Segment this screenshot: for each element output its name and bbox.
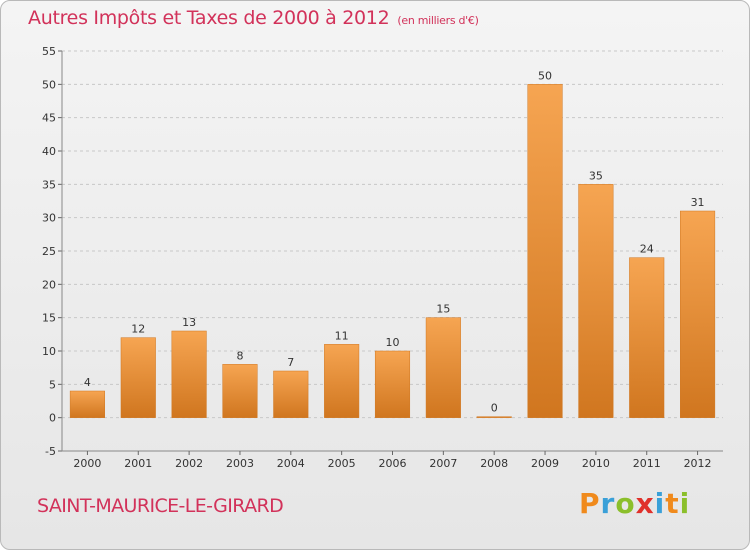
value-label-2000: 4 xyxy=(84,376,91,389)
bar-2001 xyxy=(120,337,156,418)
x-tick-label-2002: 2002 xyxy=(175,457,203,470)
y-tick-label: 50 xyxy=(42,78,56,91)
bar-2012 xyxy=(680,210,716,418)
bar-2005 xyxy=(324,344,360,418)
y-tick-label: -5 xyxy=(45,445,56,458)
value-label-2003: 8 xyxy=(236,349,243,362)
value-label-2009: 50 xyxy=(538,69,552,82)
x-tick-label-2006: 2006 xyxy=(379,457,407,470)
x-tick-label-2011: 2011 xyxy=(633,457,661,470)
y-tick-label: 0 xyxy=(49,412,56,425)
x-tick-label-2012: 2012 xyxy=(684,457,712,470)
chart-title-text: Autres Impôts et Taxes de 2000 à 2012 xyxy=(28,7,390,29)
x-tick-label-2009: 2009 xyxy=(531,457,559,470)
x-tick-label-2007: 2007 xyxy=(429,457,457,470)
y-tick-label: 45 xyxy=(42,112,56,125)
value-label-2002: 13 xyxy=(182,316,196,329)
x-tick-label-2003: 2003 xyxy=(226,457,254,470)
bar-2011 xyxy=(629,257,665,418)
y-tick-labels: -5 0 5 10 15 20 25 30 35 40 45 50 55 xyxy=(42,45,56,458)
bar-2008 xyxy=(476,416,512,418)
brand-letter: x xyxy=(635,487,655,520)
bar-2003 xyxy=(222,364,258,418)
y-tick-label: 20 xyxy=(42,278,56,291)
value-label-2007: 15 xyxy=(436,303,450,316)
bar-2007 xyxy=(425,317,461,418)
y-tick-label: 25 xyxy=(42,245,56,258)
y-tick-label: 35 xyxy=(42,178,56,191)
y-tick-label: 40 xyxy=(42,145,56,158)
brand-logo: Proxiti xyxy=(579,487,690,520)
x-tick-label-2001: 2001 xyxy=(124,457,152,470)
y-tick-label: 5 xyxy=(49,378,56,391)
bar-2009 xyxy=(527,84,563,418)
brand-letter: t xyxy=(665,487,680,520)
town-name: SAINT-MAURICE-LE-GIRARD xyxy=(37,495,284,517)
value-labels: 4 12 13 8 7 11 10 15 0 50 35 24 31 xyxy=(84,69,705,414)
brand-letter: o xyxy=(615,487,636,520)
bar-2000 xyxy=(69,390,105,418)
bar-2004 xyxy=(273,370,309,418)
y-tick-label: 30 xyxy=(42,212,56,225)
brand-letter: r xyxy=(600,487,616,520)
brand-letter: i xyxy=(679,487,691,520)
x-tick-labels: 2000 2001 2002 2003 2004 2005 2006 2007 2008 2009… xyxy=(73,451,712,470)
chart-title-unit: (en milliers d'€) xyxy=(397,14,479,27)
bar-2010 xyxy=(578,184,614,418)
brand-letter: P xyxy=(579,487,601,520)
value-label-2012: 31 xyxy=(691,196,705,209)
bar-2002 xyxy=(171,330,207,418)
bar-2006 xyxy=(374,350,411,418)
y-tick-label: 15 xyxy=(42,312,56,325)
x-tick-label-2000: 2000 xyxy=(73,457,101,470)
y-tick-label: 10 xyxy=(42,345,56,358)
x-tick-label-2005: 2005 xyxy=(328,457,356,470)
value-label-2008: 0 xyxy=(491,402,498,415)
value-label-2005: 11 xyxy=(335,329,349,342)
value-label-2001: 12 xyxy=(131,323,145,336)
value-label-2004: 7 xyxy=(287,356,294,369)
x-tick-label-2010: 2010 xyxy=(582,457,610,470)
value-label-2010: 35 xyxy=(589,169,603,182)
chart-title: Autres Impôts et Taxes de 2000 à 2012 (en… xyxy=(28,7,479,29)
x-tick-label-2004: 2004 xyxy=(277,457,305,470)
value-label-2011: 24 xyxy=(640,243,654,256)
x-tick-label-2008: 2008 xyxy=(480,457,508,470)
value-label-2006: 10 xyxy=(386,336,400,349)
brand-letter: i xyxy=(654,487,666,520)
y-tick-label: 55 xyxy=(42,45,56,58)
bars xyxy=(69,84,716,418)
